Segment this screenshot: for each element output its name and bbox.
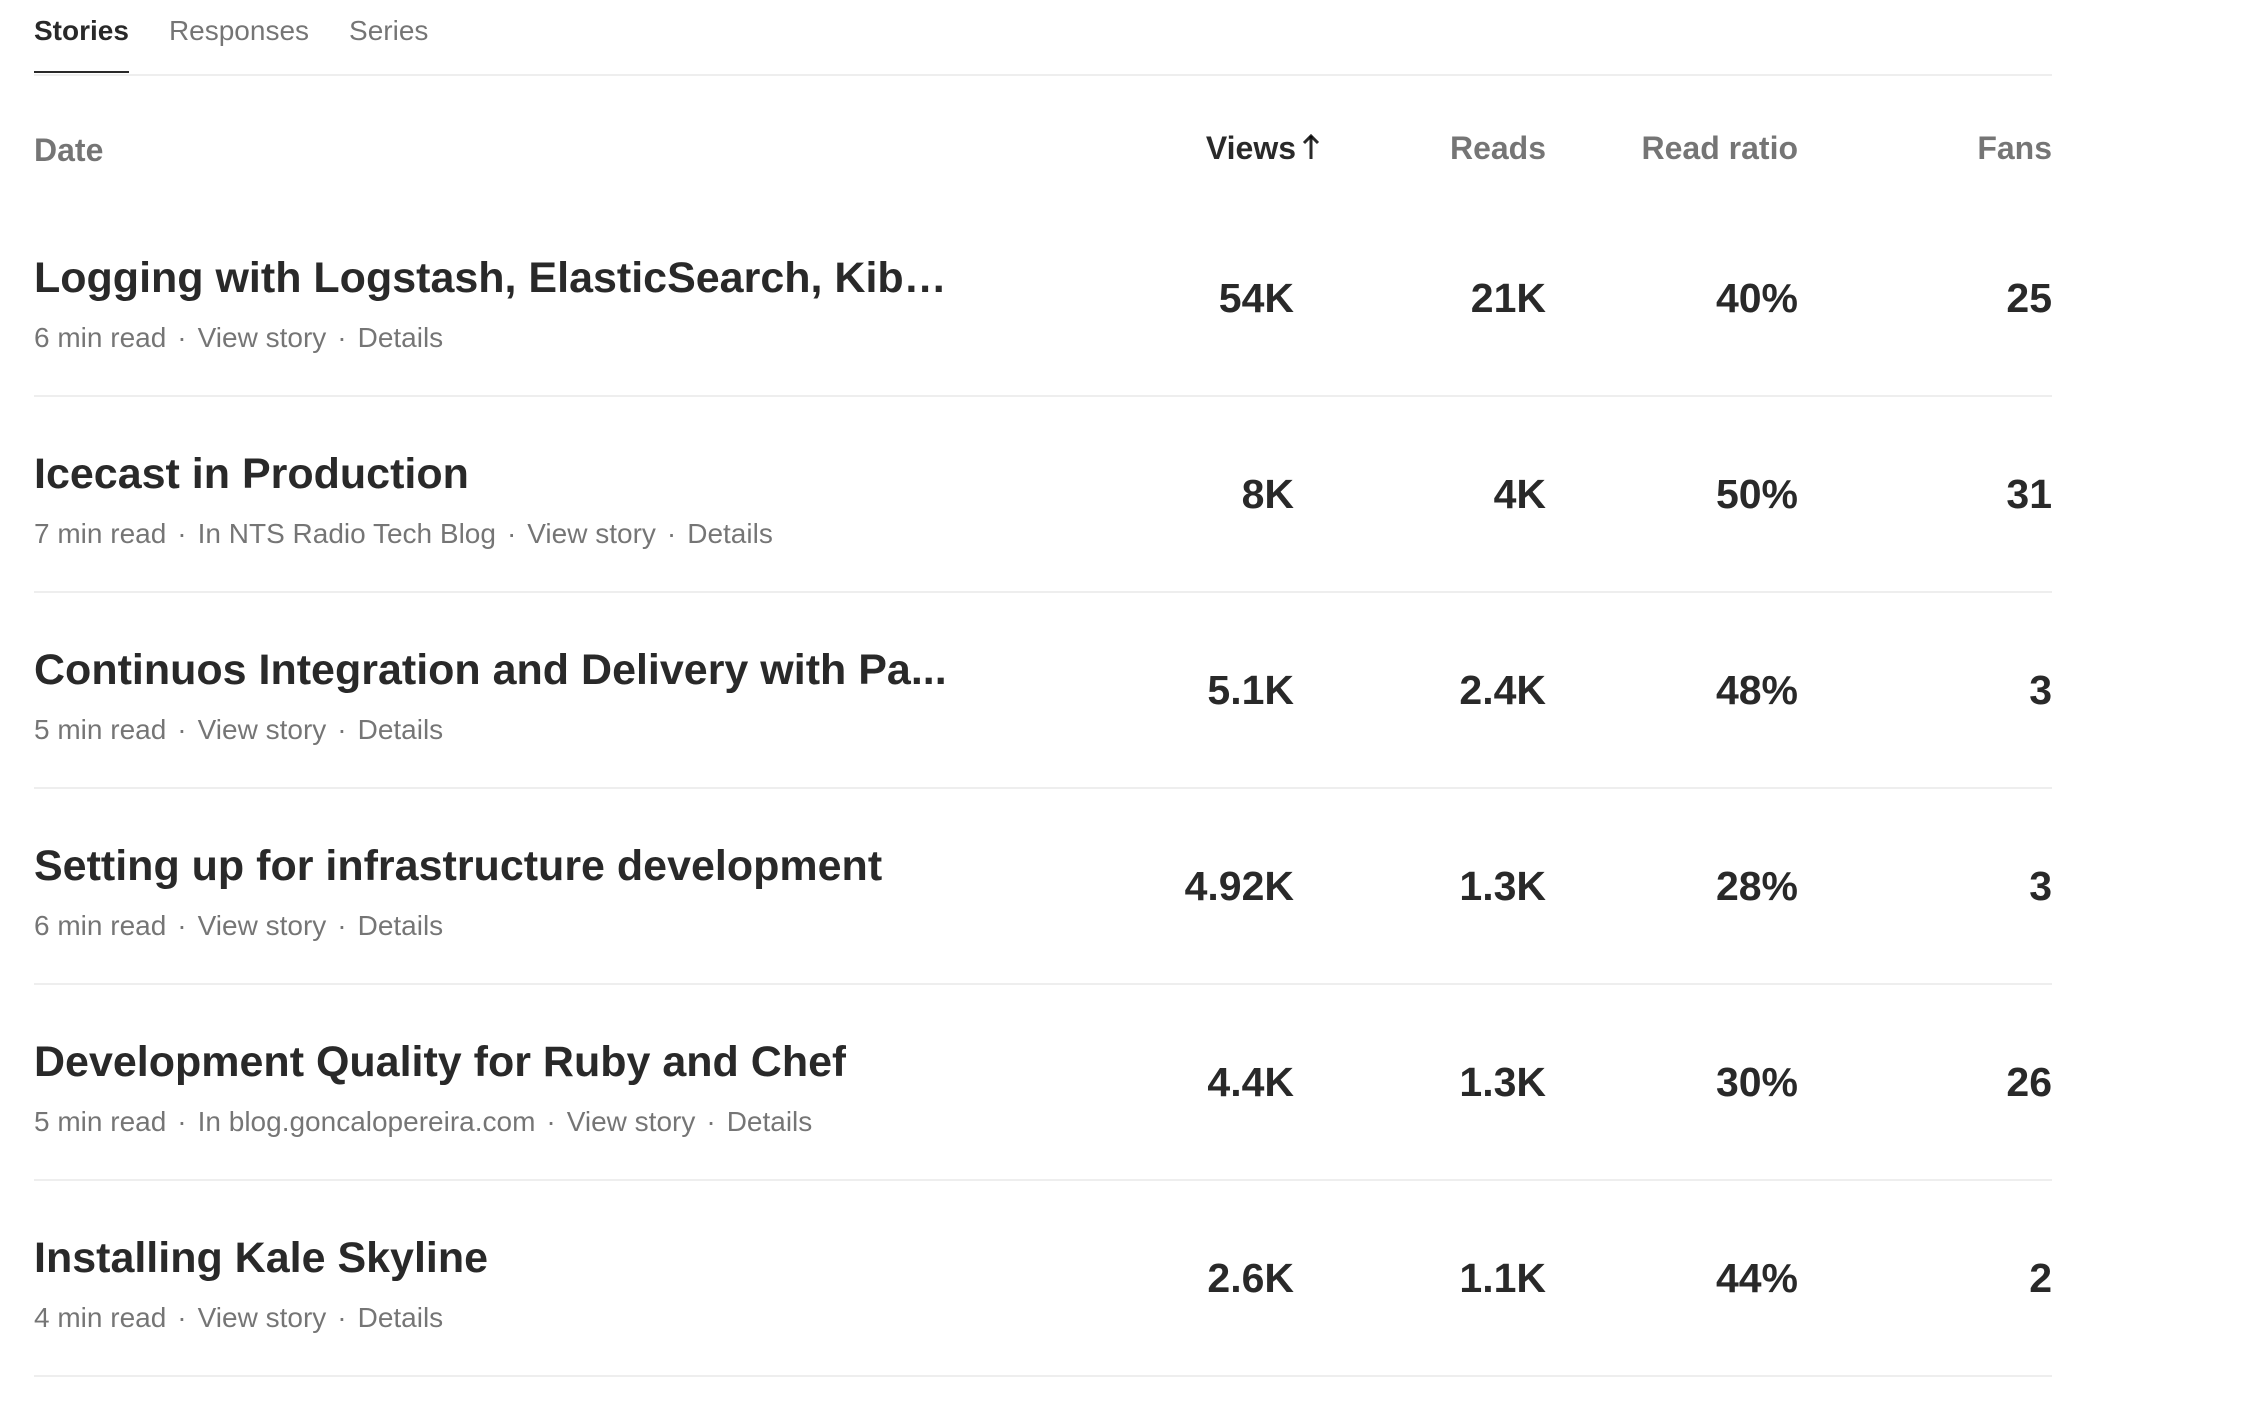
story-row: Setting up for infrastructure developmen… xyxy=(34,789,2052,985)
meta-separator: · xyxy=(177,518,187,549)
story-reads: 1.1K xyxy=(1459,1255,1546,1301)
story-views: 5.1K xyxy=(1207,667,1294,713)
details-link[interactable]: Details xyxy=(357,714,444,745)
story-meta: 6 min read · View story · Details xyxy=(34,908,443,944)
story-read-time: 5 min read xyxy=(34,714,167,745)
view-story-link[interactable]: View story xyxy=(197,714,327,745)
story-title[interactable]: Setting up for infrastructure developmen… xyxy=(34,842,883,890)
story-meta: 5 min read · In blog.goncalopereira.com · Vi… xyxy=(34,1104,812,1140)
story-fans: 26 xyxy=(2006,1059,2052,1105)
story-fans: 2 xyxy=(2029,1255,2052,1301)
story-views: 4.92K xyxy=(1184,863,1294,909)
story-views: 2.6K xyxy=(1207,1255,1294,1301)
stories-table: Logging with Logstash, ElasticSearch, Ki… xyxy=(34,201,2052,1377)
story-meta: 7 min read · In NTS Radio Tech Blog · View s… xyxy=(34,516,773,552)
meta-separator: · xyxy=(177,714,187,745)
story-title[interactable]: Installing Kale Skyline xyxy=(34,1234,489,1282)
story-fans: 31 xyxy=(2006,471,2052,517)
story-read-ratio: 28% xyxy=(1715,863,1798,909)
meta-separator: · xyxy=(337,322,347,353)
story-row: Icecast in Production 7 min read · In NTS R… xyxy=(34,397,2052,593)
story-reads: 1.3K xyxy=(1459,863,1546,909)
stats-tabs: Stories Responses Series xyxy=(34,0,2052,76)
column-header-date[interactable]: Date xyxy=(34,132,104,168)
details-link[interactable]: Details xyxy=(357,1302,444,1333)
story-row: Continuos Integration and Delivery with … xyxy=(34,593,2052,789)
story-meta: 5 min read · View story · Details xyxy=(34,712,443,748)
meta-separator: · xyxy=(177,1106,187,1137)
story-fans: 3 xyxy=(2029,863,2052,909)
column-header-reads[interactable]: Reads xyxy=(1449,130,1546,166)
meta-separator: · xyxy=(337,910,347,941)
column-header-views-label: Views xyxy=(1205,130,1296,166)
story-meta: 4 min read · View story · Details xyxy=(34,1300,443,1336)
view-story-link[interactable]: View story xyxy=(197,1302,327,1333)
details-link[interactable]: Details xyxy=(357,910,444,941)
story-row: Installing Kale Skyline 4 min read · View s… xyxy=(34,1181,2052,1377)
column-header-read-ratio[interactable]: Read ratio xyxy=(1641,130,1798,166)
story-read-ratio: 50% xyxy=(1715,471,1798,517)
meta-separator: · xyxy=(177,910,187,941)
story-title[interactable]: Continuos Integration and Delivery with … xyxy=(34,646,947,694)
view-story-link[interactable]: View story xyxy=(197,910,327,941)
story-row: Development Quality for Ruby and Chef 5 m… xyxy=(34,985,2052,1181)
arrow-up-icon xyxy=(1302,133,1320,159)
story-read-time: 7 min read xyxy=(34,518,167,549)
view-story-link[interactable]: View story xyxy=(197,322,327,353)
story-read-ratio: 30% xyxy=(1715,1059,1798,1105)
tab-responses[interactable]: Responses xyxy=(168,15,310,46)
meta-separator: · xyxy=(706,1106,716,1137)
story-read-ratio: 44% xyxy=(1715,1255,1798,1301)
meta-separator: · xyxy=(337,1302,347,1333)
meta-separator: · xyxy=(177,322,187,353)
meta-separator: · xyxy=(177,1302,187,1333)
story-read-time: 6 min read xyxy=(34,910,167,941)
story-title[interactable]: Logging with Logstash, ElasticSearch, Ki… xyxy=(34,254,954,302)
story-read-ratio: 40% xyxy=(1715,275,1798,321)
story-row: Logging with Logstash, ElasticSearch, Ki… xyxy=(34,201,2052,397)
view-story-link[interactable]: View story xyxy=(566,1106,696,1137)
meta-separator: · xyxy=(337,714,347,745)
view-story-link[interactable]: View story xyxy=(527,518,656,549)
story-publication-link[interactable]: In blog.goncalopereira.com xyxy=(197,1106,536,1137)
story-meta: 6 min read · View story · Details xyxy=(34,320,443,356)
details-link[interactable]: Details xyxy=(357,322,444,353)
story-views: 8K xyxy=(1241,471,1294,517)
story-reads: 21K xyxy=(1470,275,1546,321)
story-reads: 1.3K xyxy=(1459,1059,1546,1105)
story-reads: 4K xyxy=(1493,471,1546,517)
column-header-fans[interactable]: Fans xyxy=(1977,130,2052,166)
tab-stories[interactable]: Stories xyxy=(34,0,129,73)
story-fans: 3 xyxy=(2029,667,2052,713)
meta-separator: · xyxy=(666,518,677,549)
details-link[interactable]: Details xyxy=(726,1106,813,1137)
story-fans: 25 xyxy=(2006,275,2052,321)
tab-series[interactable]: Series xyxy=(349,15,429,46)
story-views: 54K xyxy=(1218,275,1294,321)
story-publication-link[interactable]: In NTS Radio Tech Blog xyxy=(197,518,496,549)
column-header-views[interactable]: Views xyxy=(1206,128,1320,168)
story-views: 4.4K xyxy=(1207,1059,1294,1105)
story-title[interactable]: Development Quality for Ruby and Chef xyxy=(34,1038,847,1086)
stats-page: Stories Responses Series Date Views Read… xyxy=(34,0,2052,1377)
meta-separator: · xyxy=(546,1106,556,1137)
story-read-time: 5 min read xyxy=(34,1106,167,1137)
story-reads: 2.4K xyxy=(1459,667,1546,713)
story-read-time: 6 min read xyxy=(34,322,167,353)
story-read-time: 4 min read xyxy=(34,1302,167,1333)
meta-separator: · xyxy=(506,518,517,549)
story-title[interactable]: Icecast in Production xyxy=(34,450,469,498)
details-link[interactable]: Details xyxy=(687,518,773,549)
story-read-ratio: 48% xyxy=(1715,667,1798,713)
